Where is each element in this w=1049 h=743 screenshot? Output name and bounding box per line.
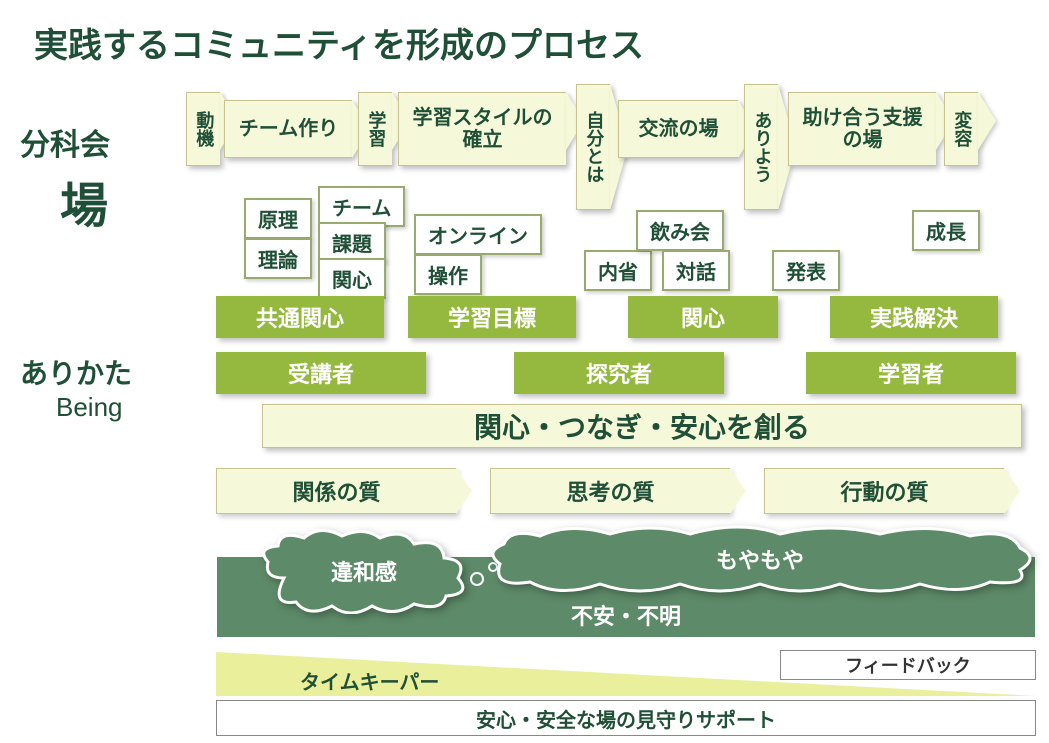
chip-team2: チーム [318,186,405,227]
arrow-jibun: 自分とは [576,84,610,210]
side-label-arikata: ありかた [20,352,132,392]
arrow-tasuke: 助け合う支援の場 [788,92,936,166]
pill-kanshin2: 関心 [628,296,778,338]
cloud-moya: もやもや [480,524,1040,594]
chip-online: オンライン [414,214,542,255]
side-label-ba: 場 [60,166,108,236]
qarrow-shikou: 思考の質 [490,468,730,514]
chip-genri: 原理 [244,198,312,239]
bar-support: 安心・安全な場の見守りサポート [216,700,1036,736]
cloud-iwa: 違和感 [254,528,474,614]
arrow-gakushu: 学習 [358,92,392,166]
page-title: 実践するコミュニティを形成のプロセス [34,18,644,67]
chip-kadai: 課題 [318,222,386,263]
pill-jissen: 実践解決 [830,296,998,338]
qarrow-koudou: 行動の質 [764,468,1004,514]
chip-taiwa: 対話 [662,250,730,291]
chip-seichou: 成長 [912,210,980,251]
pill-mokuhyou: 学習目標 [408,296,576,338]
chip-sousa: 操作 [414,254,482,295]
pill-jukou: 受講者 [216,352,426,394]
banner-center: 関心・つなぎ・安心を創る [262,404,1022,448]
arrow-henyou: 変容 [944,92,978,166]
pill-gakushusha: 学習者 [806,352,1016,394]
chip-kanshin: 関心 [318,258,386,299]
chip-riron: 理論 [244,238,312,279]
arrow-team: チーム作り [224,100,352,158]
arrow-ariyou: ありよう [744,84,778,210]
chip-naisei: 内省 [584,250,652,291]
chip-happyou: 発表 [772,250,840,291]
qarrow-kankei: 関係の質 [216,468,456,514]
side-label-being: Being [56,392,123,423]
arrow-kouryu: 交流の場 [618,100,738,158]
timekeeper-label: タイムキーパー [300,666,439,695]
side-label-bunka: 分科会 [20,120,110,164]
pill-tankyu: 探究者 [514,352,724,394]
chip-nomikai: 飲み会 [636,210,724,251]
arrow-style: 学習スタイルの確立 [398,92,566,166]
pill-kyoutsuu: 共通関心 [216,296,384,338]
arrow-douki: 動機 [186,92,220,166]
